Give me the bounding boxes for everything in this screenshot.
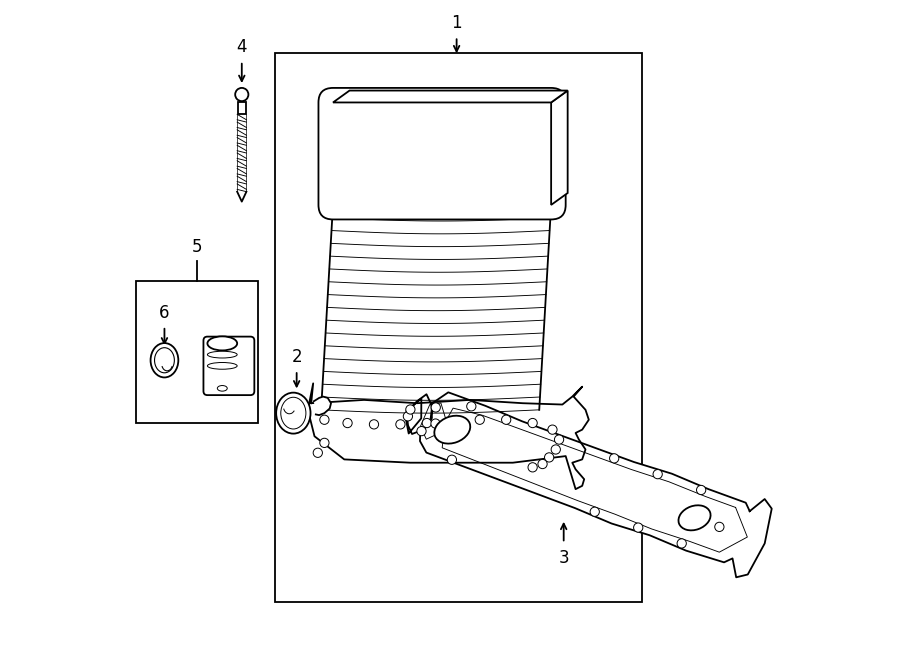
Bar (274, 53, 642, 602)
Bar (136, 281, 258, 423)
Ellipse shape (679, 505, 711, 530)
Circle shape (449, 417, 458, 426)
Circle shape (697, 485, 706, 494)
Text: 1: 1 (451, 14, 462, 32)
Circle shape (551, 445, 561, 454)
Circle shape (235, 88, 248, 101)
Circle shape (313, 448, 322, 457)
Ellipse shape (207, 336, 238, 350)
Circle shape (677, 539, 687, 548)
Circle shape (403, 412, 412, 421)
Ellipse shape (150, 343, 178, 377)
FancyBboxPatch shape (203, 336, 255, 395)
Circle shape (417, 426, 426, 436)
Circle shape (320, 415, 329, 424)
Circle shape (431, 419, 440, 428)
Circle shape (528, 463, 537, 472)
Circle shape (320, 438, 329, 447)
Circle shape (609, 453, 619, 463)
Circle shape (715, 522, 724, 531)
Circle shape (548, 425, 557, 434)
Circle shape (501, 415, 511, 424)
Circle shape (369, 420, 379, 429)
Circle shape (538, 459, 547, 469)
Ellipse shape (281, 397, 306, 429)
Circle shape (431, 403, 440, 412)
Circle shape (475, 415, 484, 424)
Circle shape (653, 469, 662, 479)
Ellipse shape (207, 351, 238, 358)
Circle shape (634, 523, 643, 532)
Ellipse shape (155, 348, 175, 373)
Ellipse shape (207, 362, 238, 369)
Circle shape (447, 455, 456, 465)
Polygon shape (314, 397, 331, 415)
Text: 6: 6 (159, 304, 170, 322)
Polygon shape (308, 383, 589, 489)
Circle shape (406, 405, 415, 414)
Circle shape (467, 402, 476, 411)
Circle shape (554, 435, 563, 444)
Circle shape (544, 453, 554, 462)
Circle shape (590, 507, 599, 516)
Ellipse shape (435, 416, 471, 444)
Polygon shape (333, 91, 568, 102)
Bar (238, 102, 246, 114)
Circle shape (396, 420, 405, 429)
Circle shape (528, 418, 537, 428)
Circle shape (422, 418, 431, 428)
Text: 2: 2 (292, 348, 302, 366)
Text: 5: 5 (192, 238, 202, 256)
Ellipse shape (276, 393, 310, 434)
FancyBboxPatch shape (319, 88, 566, 219)
Circle shape (343, 418, 352, 428)
Polygon shape (405, 393, 771, 577)
Ellipse shape (217, 385, 227, 391)
Text: 4: 4 (237, 38, 247, 56)
Text: 3: 3 (558, 549, 569, 566)
Polygon shape (551, 91, 568, 205)
